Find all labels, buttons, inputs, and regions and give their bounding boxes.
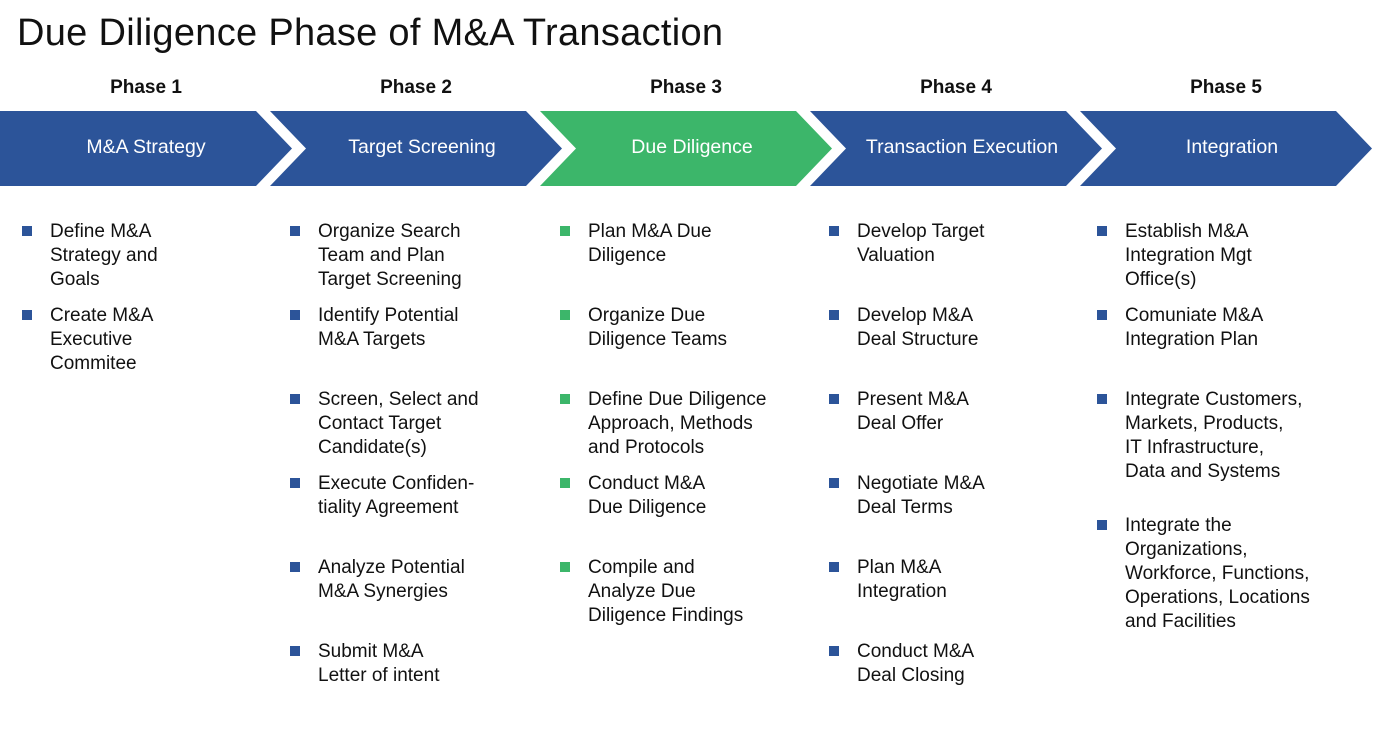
phase-chevron-3	[540, 111, 832, 186]
phase-chevrons	[0, 111, 1372, 186]
square-bullet-icon	[1097, 310, 1107, 320]
phase-number-label: Phase 1	[110, 77, 182, 98]
phase-chevron-2	[270, 111, 562, 186]
activity-text: Develop Target Valuation	[857, 221, 985, 266]
phase-activity-list: Develop Target Valuation Develop M&A Deal…	[829, 220, 1091, 724]
activity-text: Integrate Customers, Markets, Products, …	[1125, 389, 1303, 482]
list-item: Comuniate M&A Integration Plan	[1097, 304, 1359, 388]
diagram-title: Due Diligence Phase of M&A Transaction	[17, 12, 724, 54]
list-item: Integrate Customers, Markets, Products, …	[1097, 388, 1359, 514]
list-item: Screen, Select and Contact Target Candid…	[290, 388, 552, 472]
square-bullet-icon	[290, 310, 300, 320]
phase-chevron-4	[810, 111, 1102, 186]
phase-chevron-5	[1080, 111, 1372, 186]
square-bullet-icon	[829, 226, 839, 236]
list-item: Organize Search Team and Plan Target Scr…	[290, 220, 552, 304]
phase-activity-list: Establish M&A Integration Mgt Office(s) C…	[1097, 220, 1359, 632]
activity-text: Define M&A Strategy and Goals	[50, 221, 158, 290]
activity-text: Conduct M&A Due Diligence	[588, 473, 707, 518]
list-item: Plan M&A Due Diligence	[560, 220, 822, 304]
square-bullet-icon	[560, 310, 570, 320]
list-item: Create M&A Executive Commitee	[22, 304, 284, 388]
square-bullet-icon	[560, 394, 570, 404]
list-item: Define Due Diligence Approach, Methods a…	[560, 388, 822, 472]
activity-text: Create M&A Executive Commitee	[50, 305, 154, 374]
activity-text: Compile and Analyze Due Diligence Findin…	[588, 557, 744, 626]
phase-number-label: Phase 2	[380, 77, 452, 98]
activity-text: Identify Potential M&A Targets	[318, 305, 459, 350]
list-item: Negotiate M&A Deal Terms	[829, 472, 1091, 556]
list-item: Establish M&A Integration Mgt Office(s)	[1097, 220, 1359, 304]
phase-name: M&A Strategy	[86, 136, 206, 158]
list-item: Conduct M&A Due Diligence	[560, 472, 822, 556]
square-bullet-icon	[1097, 226, 1107, 236]
activity-text: Plan M&A Due Diligence	[588, 221, 712, 266]
square-bullet-icon	[290, 394, 300, 404]
list-item: Execute Confiden- tiality Agreement	[290, 472, 552, 556]
phase-name: Target Screening	[348, 136, 496, 158]
phase-name: Transaction Execution	[865, 136, 1059, 158]
activity-text: Organize Due Diligence Teams	[588, 305, 728, 350]
square-bullet-icon	[290, 226, 300, 236]
list-item: Develop Target Valuation	[829, 220, 1091, 304]
phase-name: Due Diligence	[631, 136, 753, 158]
square-bullet-icon	[22, 310, 32, 320]
phase-number-label: Phase 4	[920, 77, 992, 98]
activity-text: Negotiate M&A Deal Terms	[857, 473, 985, 518]
list-item: Identify Potential M&A Targets	[290, 304, 552, 388]
activity-text: Plan M&A Integration	[857, 557, 947, 602]
activity-text: Develop M&A Deal Structure	[857, 305, 979, 350]
square-bullet-icon	[829, 310, 839, 320]
list-item: Submit M&A Letter of intent	[290, 640, 552, 724]
square-bullet-icon	[829, 394, 839, 404]
phase-activity-list: Plan M&A Due Diligence Organize Due Dilig…	[560, 220, 822, 640]
phase-activity-list: Organize Search Team and Plan Target Scr…	[290, 220, 552, 724]
list-item: Plan M&A Integration	[829, 556, 1091, 640]
square-bullet-icon	[22, 226, 32, 236]
activity-text: Conduct M&A Deal Closing	[857, 641, 975, 686]
activity-text: Screen, Select and Contact Target Candid…	[318, 389, 479, 458]
list-item: Conduct M&A Deal Closing	[829, 640, 1091, 724]
list-item: Integrate the Organizations, Workforce, …	[1097, 514, 1359, 632]
phase-activity-list: Define M&A Strategy and Goals Create M&A …	[22, 220, 284, 388]
activity-text: Submit M&A Letter of intent	[318, 641, 440, 686]
square-bullet-icon	[290, 562, 300, 572]
phase-number-label: Phase 3	[650, 77, 722, 98]
phase-chevron-1	[0, 111, 292, 186]
activity-text: Establish M&A Integration Mgt Office(s)	[1125, 221, 1252, 290]
phase-name: Integration	[1185, 136, 1279, 158]
phase-number-label: Phase 5	[1190, 77, 1262, 98]
square-bullet-icon	[560, 478, 570, 488]
square-bullet-icon	[1097, 394, 1107, 404]
list-item: Organize Due Diligence Teams	[560, 304, 822, 388]
square-bullet-icon	[560, 226, 570, 236]
activity-text: Integrate the Organizations, Workforce, …	[1125, 515, 1310, 632]
list-item: Analyze Potential M&A Synergies	[290, 556, 552, 640]
list-item: Compile and Analyze Due Diligence Findin…	[560, 556, 822, 640]
square-bullet-icon	[829, 562, 839, 572]
list-item: Present M&A Deal Offer	[829, 388, 1091, 472]
square-bullet-icon	[829, 478, 839, 488]
activity-text: Execute Confiden- tiality Agreement	[318, 473, 475, 518]
square-bullet-icon	[290, 646, 300, 656]
square-bullet-icon	[290, 478, 300, 488]
activity-text: Define Due Diligence Approach, Methods a…	[588, 389, 767, 458]
activity-text: Comuniate M&A Integration Plan	[1125, 305, 1264, 350]
square-bullet-icon	[829, 646, 839, 656]
activity-text: Analyze Potential M&A Synergies	[318, 557, 465, 602]
list-item: Develop M&A Deal Structure	[829, 304, 1091, 388]
square-bullet-icon	[560, 562, 570, 572]
activity-text: Organize Search Team and Plan Target Scr…	[318, 221, 462, 290]
square-bullet-icon	[1097, 520, 1107, 530]
list-item: Define M&A Strategy and Goals	[22, 220, 284, 304]
activity-text: Present M&A Deal Offer	[857, 389, 969, 434]
